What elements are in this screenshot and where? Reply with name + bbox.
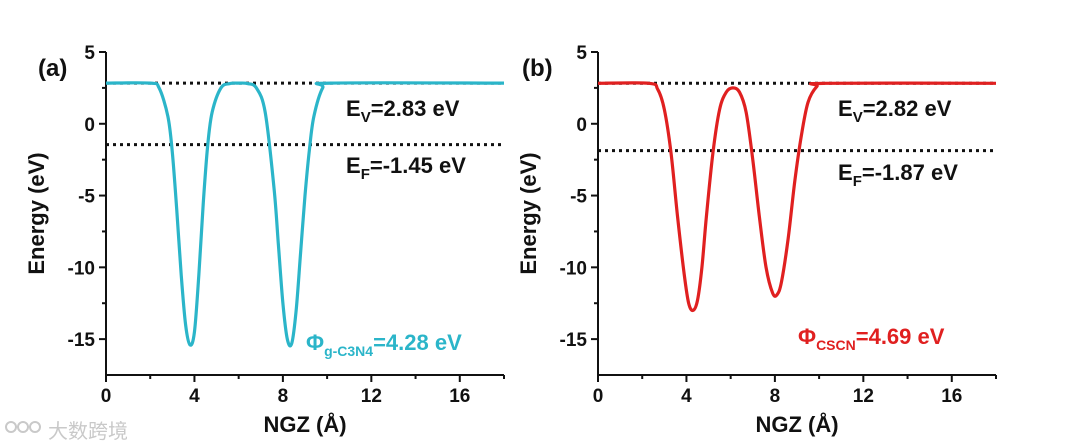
- watermark: 大数跨境: [4, 414, 128, 444]
- y-axis-title: Energy (eV): [516, 152, 541, 274]
- fermi-level-subscript: F: [853, 173, 862, 190]
- work-function-label: ΦCSCN=4.69 eV: [798, 324, 945, 353]
- x-axis-title: NGZ (Å): [755, 411, 838, 437]
- x-tick-label: 8: [770, 386, 781, 407]
- fermi-level-value: =-1.45 eV: [370, 153, 466, 178]
- x-tick-label: 12: [361, 386, 382, 407]
- work-function-symbol: Φ: [798, 324, 816, 349]
- fermi-level-subscript: F: [361, 166, 370, 183]
- y-tick-label: -10: [68, 258, 95, 279]
- fermi-level-symbol: E: [838, 160, 853, 185]
- fermi-level-symbol: E: [346, 153, 361, 178]
- y-tick-label: 0: [576, 115, 587, 136]
- vacuum-level-value: =2.83 eV: [371, 96, 460, 121]
- work-function-subscript: CSCN: [816, 337, 856, 353]
- x-tick-label: 0: [593, 386, 604, 407]
- y-tick-label: -5: [570, 187, 587, 208]
- y-tick-label: -5: [78, 187, 95, 208]
- work-function-value: =4.69 eV: [856, 324, 945, 349]
- vacuum-level-subscript: V: [361, 109, 371, 126]
- work-function-value: =4.28 eV: [373, 330, 462, 355]
- vacuum-level-symbol: E: [346, 96, 361, 121]
- fermi-level-label: EF=-1.45 eV: [346, 153, 466, 183]
- vacuum-level-value: =2.82 eV: [863, 96, 952, 121]
- fermi-level-value: =-1.87 eV: [862, 160, 958, 185]
- panel-label: (b): [522, 55, 553, 82]
- brand-logo-icon: [4, 415, 44, 444]
- x-tick-label: 4: [681, 386, 692, 407]
- y-tick-label: -15: [560, 330, 588, 351]
- y-tick-label: -15: [68, 330, 96, 351]
- y-axis-title: Energy (eV): [24, 152, 49, 274]
- watermark-text: 大数跨境: [48, 418, 128, 443]
- x-tick-label: 0: [101, 386, 112, 407]
- panel-label: (a): [38, 55, 67, 82]
- x-axis-title: NGZ (Å): [263, 411, 346, 437]
- vacuum-level-subscript: V: [853, 109, 863, 126]
- work-function-subscript: g-C3N4: [324, 343, 373, 359]
- fermi-level-label: EF=-1.87 eV: [838, 160, 958, 190]
- x-tick-label: 4: [189, 386, 200, 407]
- potential-curve: [597, 81, 997, 313]
- vacuum-level-label: EV=2.83 eV: [346, 96, 460, 126]
- work-function-label: Φg-C3N4=4.28 eV: [306, 330, 462, 359]
- y-tick-label: -10: [560, 258, 587, 279]
- y-tick-label: 0: [84, 115, 95, 136]
- vacuum-level-symbol: E: [838, 96, 853, 121]
- x-tick-label: 16: [449, 386, 470, 407]
- y-tick-label: 5: [84, 43, 95, 64]
- work-function-symbol: Φ: [306, 330, 324, 355]
- potential-curve: [105, 81, 505, 348]
- y-tick-label: 5: [576, 43, 587, 64]
- x-tick-label: 12: [853, 386, 874, 407]
- x-tick-label: 8: [278, 386, 289, 407]
- x-tick-label: 16: [941, 386, 962, 407]
- vacuum-level-label: EV=2.82 eV: [838, 96, 952, 126]
